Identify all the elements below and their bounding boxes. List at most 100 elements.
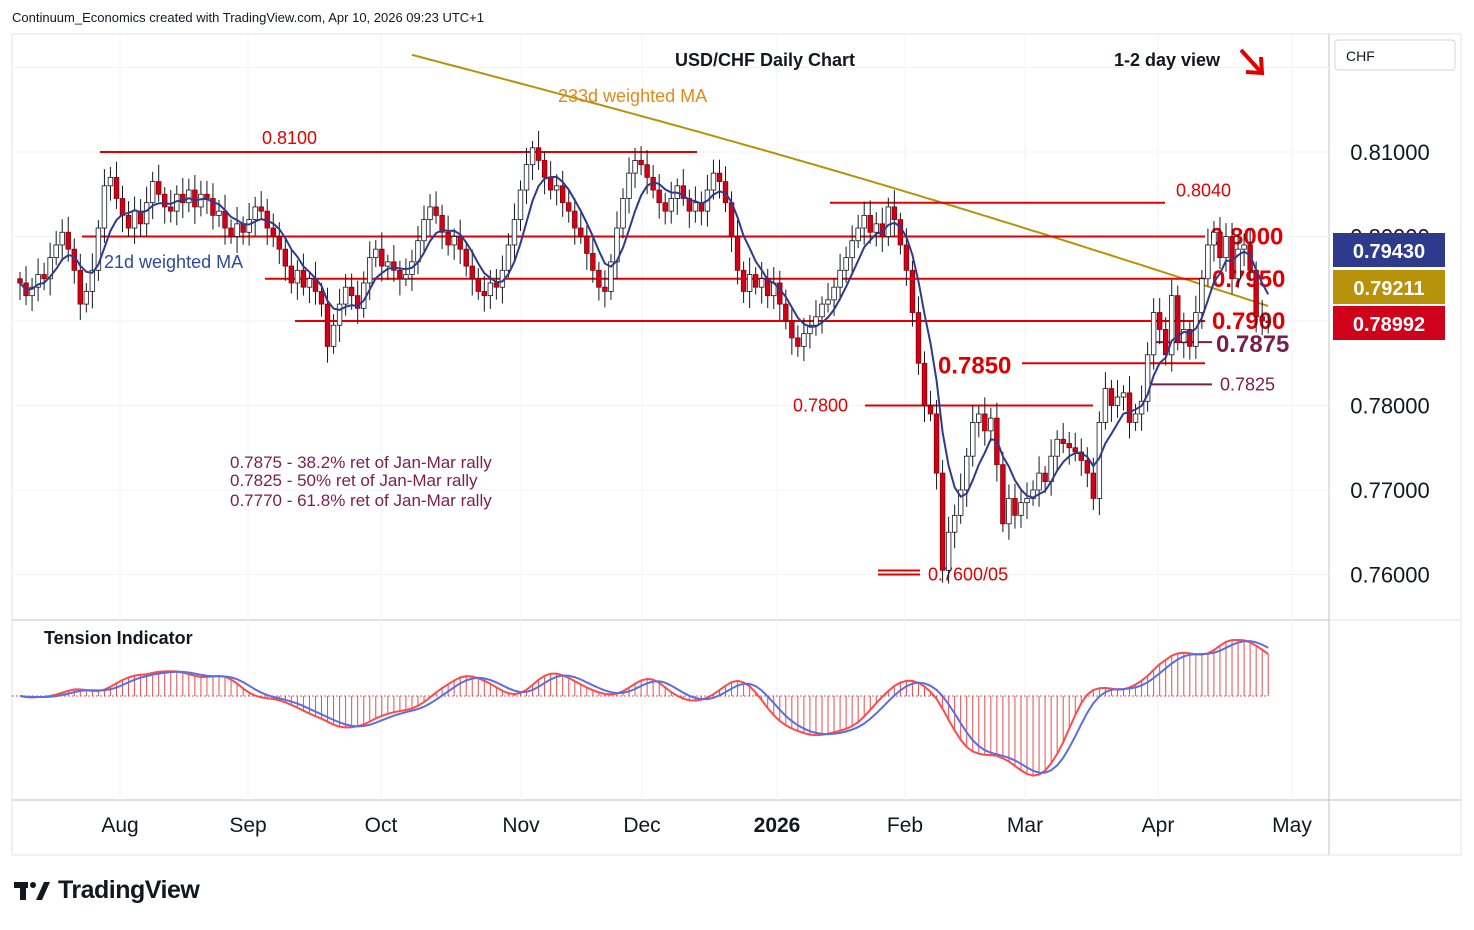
candle-body: [801, 333, 807, 347]
candle-body: [324, 303, 331, 347]
candle-body: [1036, 472, 1042, 491]
candle-body: [1024, 498, 1030, 504]
candle-body: [463, 248, 469, 267]
candle-body: [451, 236, 457, 246]
candle-body: [855, 227, 861, 242]
candle-body: [210, 198, 216, 216]
candle-body: [982, 413, 988, 432]
candle-body: [1229, 236, 1235, 280]
candle-body: [228, 227, 234, 237]
candle-body: [391, 261, 397, 271]
candle-body: [596, 269, 602, 288]
candle-body: [927, 405, 934, 415]
candle-body: [1042, 472, 1048, 482]
candle-body: [1265, 320, 1271, 323]
candle-body: [795, 337, 801, 347]
candle-body: [976, 413, 982, 423]
candle-body: [572, 210, 578, 229]
candle-body: [746, 274, 753, 292]
candle-body: [119, 198, 126, 216]
candle-body: [475, 278, 481, 292]
candle-body: [1120, 392, 1127, 398]
candle-body: [77, 269, 83, 305]
candle-body: [385, 261, 391, 267]
candle-body: [837, 269, 843, 288]
candle-body: [246, 219, 252, 233]
candle-body: [294, 269, 301, 284]
candle-body: [258, 206, 264, 212]
candle-body: [41, 274, 47, 280]
level-label: 0.8100: [262, 128, 317, 148]
candle-body: [1066, 443, 1072, 449]
currency-label: CHF: [1346, 48, 1375, 64]
candle-body: [535, 147, 542, 161]
candle-body: [692, 202, 699, 212]
price-tag-ma233-text: 0.79211: [1353, 278, 1424, 300]
candle-body: [330, 324, 337, 347]
candle-body: [131, 210, 138, 229]
ma21-path: [19, 175, 1270, 499]
time-axis: Aug Sep Oct Nov Dec 2026 Feb Mar Apr May: [101, 814, 1312, 837]
candle-body: [318, 291, 325, 305]
candle-body: [523, 164, 530, 191]
candle-body: [222, 210, 228, 229]
candle-body: [891, 206, 898, 221]
candle-body: [813, 316, 819, 326]
candle-body: [1169, 295, 1175, 356]
candle-body: [831, 286, 837, 301]
candle-body: [529, 147, 536, 166]
candle-body: [578, 227, 584, 237]
x-tick-label: Feb: [887, 814, 923, 837]
candle-body: [1090, 472, 1097, 499]
candle-body: [29, 286, 35, 297]
annotation-618: 0.7770 - 61.8% ret of Jan-Mar rally: [230, 491, 492, 510]
candle-body: [680, 185, 686, 199]
candle-body: [162, 193, 168, 208]
candle-body: [1054, 438, 1060, 457]
candle-body: [638, 160, 644, 166]
candle-body: [107, 176, 114, 187]
y-tick-label: 0.77000: [1350, 478, 1430, 503]
candle-body: [95, 227, 102, 271]
candle-body: [825, 299, 831, 305]
candle-body: [957, 489, 964, 516]
candle-body: [909, 269, 916, 313]
candle-body: [752, 274, 759, 288]
candle-body: [1259, 316, 1265, 322]
candle-body: [656, 189, 662, 204]
candle-body: [59, 231, 65, 246]
candle-body: [921, 362, 928, 406]
tradingview-logo[interactable]: TradingView: [14, 876, 200, 905]
candle-body: [379, 248, 385, 267]
tension-indicator: [12, 638, 1269, 777]
x-tick-label: Aug: [101, 814, 138, 837]
x-tick-label: Dec: [623, 814, 660, 837]
candle-body: [204, 193, 210, 199]
candle-body: [849, 240, 855, 259]
candle-body: [155, 181, 162, 195]
candle-body: [336, 303, 343, 326]
currency-box[interactable]: [1334, 39, 1456, 71]
candle-body: [517, 189, 524, 220]
usdchf-chart[interactable]: 0.81000.80400.80000.79500.79000.78750.78…: [0, 0, 1474, 870]
ma233-line: [411, 53, 1269, 307]
candle-body: [1078, 451, 1084, 461]
level-label: 0.7825: [1220, 374, 1275, 394]
candle-body: [644, 164, 650, 178]
candle-body: [584, 236, 590, 254]
candle-body: [439, 214, 445, 233]
level-label: 0.7900: [1212, 308, 1285, 335]
candle-body: [734, 236, 741, 271]
candle-body: [1181, 329, 1187, 343]
candle-body: [53, 244, 59, 259]
ma233-label: 233d weighted MA: [558, 86, 707, 106]
candle-body: [716, 172, 723, 182]
candle-body: [403, 274, 409, 280]
candle-body: [626, 172, 632, 199]
candle-body: [1060, 438, 1066, 444]
candle-body: [843, 257, 849, 271]
candle-body: [397, 269, 403, 280]
price-tag-last-text: 0.78992: [1353, 314, 1425, 336]
candle-body: [1006, 498, 1012, 525]
